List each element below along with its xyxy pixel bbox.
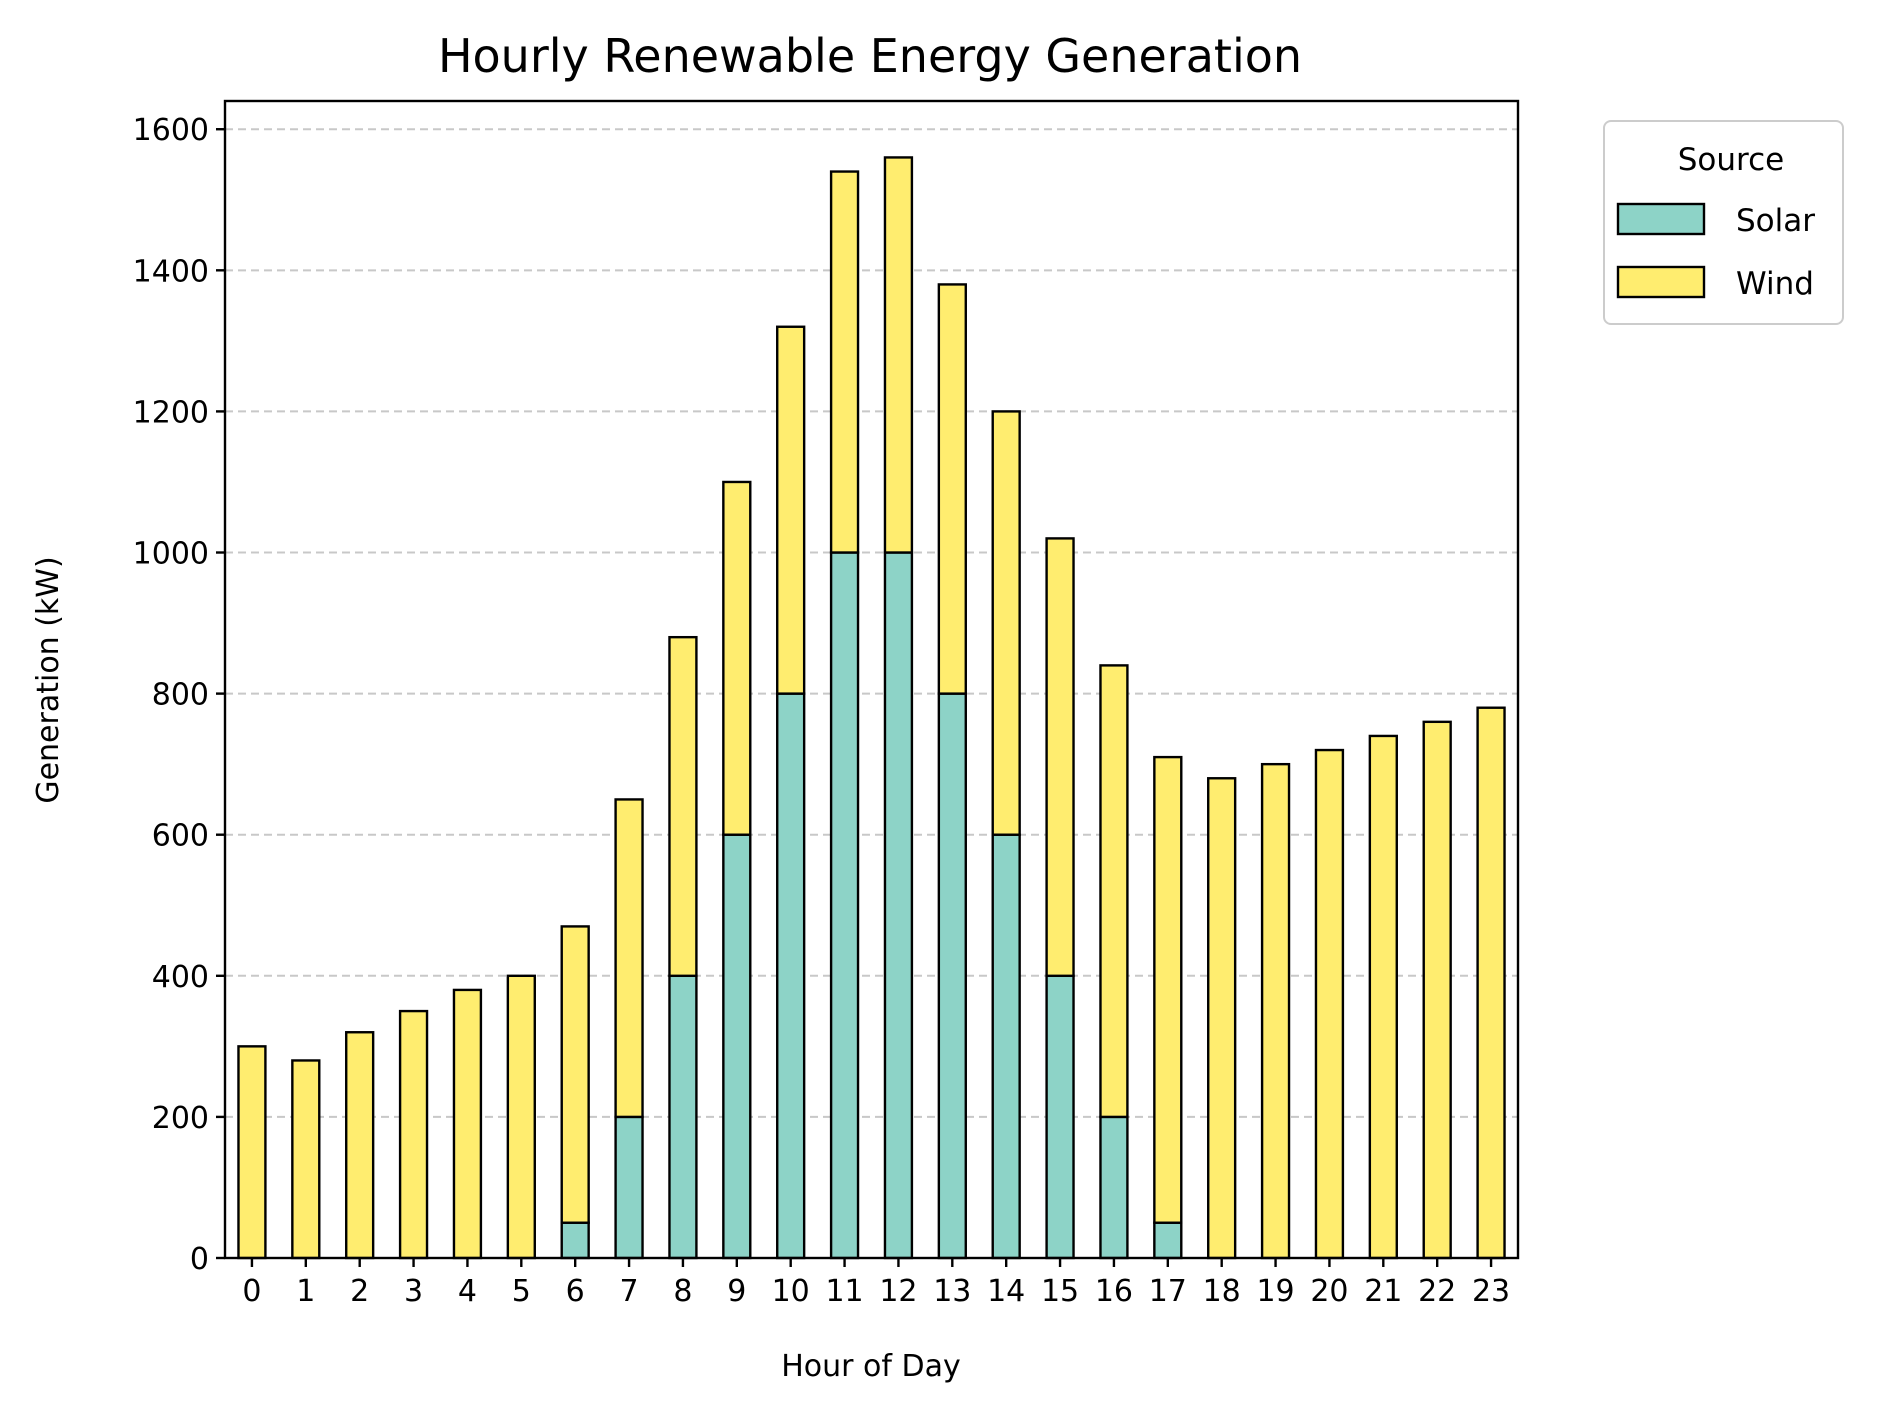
- bar-wind-3: [398, 1009, 429, 1260]
- x-tick-label: 7: [620, 1274, 639, 1309]
- y-tick-label: 200: [152, 1101, 209, 1136]
- legend-title: Source: [1678, 142, 1784, 178]
- legend-label-wind: Wind: [1736, 266, 1814, 302]
- x-axis: 0 1 2 3 4 5 6 7 8 9 10 11 12 13 14 15 16 17 18 19 20 21 22 23: [242, 1258, 1510, 1309]
- x-tick-label: 1: [296, 1274, 315, 1309]
- y-tick-label: 0: [190, 1242, 209, 1277]
- x-tick-label: 23: [1472, 1274, 1510, 1309]
- x-axis-label: Hour of Day: [781, 1349, 961, 1384]
- bar-wind-14: [991, 410, 1021, 836]
- x-tick-label: 20: [1310, 1274, 1348, 1309]
- bar-wind-1: [291, 1059, 321, 1260]
- bar-wind-11: [829, 170, 860, 554]
- y-axis: 0 200 400 600 800 1000 1200 1400 1600: [133, 113, 225, 1277]
- bar-wind-2: [345, 1031, 375, 1260]
- y-tick-label: 600: [152, 819, 209, 854]
- bar-solar-9: [722, 833, 752, 1260]
- x-tick-label: 15: [1041, 1274, 1079, 1309]
- bar-solar-6: [560, 1221, 590, 1260]
- x-tick-label: 4: [458, 1274, 477, 1309]
- bar-wind-17: [1153, 755, 1183, 1224]
- bar-solar-15: [1045, 974, 1075, 1260]
- bar-solar-8: [668, 974, 698, 1260]
- bar-wind-9: [722, 480, 752, 836]
- legend-swatch-solar: [1616, 202, 1706, 236]
- bar-solar-14: [991, 833, 1021, 1260]
- bar-wind-15: [1045, 537, 1075, 978]
- bar-wind-5: [506, 974, 536, 1260]
- bar-solar-13: [937, 692, 967, 1260]
- x-tick-label: 13: [933, 1274, 971, 1309]
- y-tick-label: 1600: [133, 113, 209, 148]
- y-tick-label: 400: [152, 960, 209, 995]
- x-tick-label: 9: [727, 1274, 746, 1309]
- x-tick-label: 5: [512, 1274, 531, 1309]
- bar-wind-4: [452, 988, 483, 1260]
- x-tick-label: 14: [987, 1274, 1025, 1309]
- bar-wind-18: [1207, 777, 1237, 1260]
- x-tick-label: 3: [404, 1274, 423, 1309]
- x-tick-label: 17: [1149, 1274, 1187, 1309]
- bar-wind-23: [1476, 706, 1506, 1260]
- x-tick-label: 2: [350, 1274, 369, 1309]
- bar-solar-16: [1099, 1115, 1129, 1260]
- x-tick-label: 8: [673, 1274, 692, 1309]
- bar-solar-12: [883, 551, 914, 1260]
- bar-solar-11: [829, 551, 860, 1260]
- bar-solar-17: [1153, 1221, 1183, 1260]
- bar-wind-10: [776, 325, 806, 695]
- bar-solar-10: [776, 692, 806, 1260]
- chart-title: Hourly Renewable Energy Generation: [438, 29, 1302, 83]
- bar-wind-0: [237, 1045, 267, 1260]
- y-tick-label: 1200: [133, 395, 209, 430]
- legend: Source Solar Wind: [1603, 120, 1844, 325]
- bar-wind-13: [937, 283, 967, 695]
- plot-frame: [223, 99, 1520, 1260]
- bar-wind-8: [668, 635, 698, 978]
- grid-lines: [225, 128, 1518, 1118]
- bar-wind-22: [1422, 720, 1452, 1260]
- y-tick-label: 1000: [133, 537, 209, 572]
- bar-wind-16: [1099, 664, 1129, 1119]
- x-tick-label: 6: [566, 1274, 585, 1309]
- bar-wind-21: [1368, 734, 1398, 1260]
- x-tick-label: 12: [879, 1274, 917, 1309]
- legend-swatch-wind: [1616, 265, 1706, 299]
- x-tick-label: 11: [825, 1274, 863, 1309]
- y-axis-label: Generation (kW): [31, 556, 66, 803]
- x-tick-label: 16: [1095, 1274, 1133, 1309]
- x-tick-label: 10: [772, 1274, 810, 1309]
- bar-wind-12: [883, 156, 914, 554]
- y-tick-label: 800: [152, 678, 209, 713]
- bar-wind-7: [614, 798, 644, 1119]
- bar-wind-6: [560, 925, 590, 1224]
- x-tick-label: 21: [1364, 1274, 1402, 1309]
- bar-wind-19: [1260, 762, 1291, 1260]
- bar-solar-7: [614, 1115, 644, 1260]
- x-tick-label: 0: [242, 1274, 261, 1309]
- legend-label-solar: Solar: [1736, 203, 1815, 239]
- x-tick-label: 22: [1418, 1274, 1456, 1309]
- bar-wind-20: [1314, 748, 1345, 1260]
- y-tick-label: 1400: [133, 254, 209, 289]
- x-tick-label: 18: [1203, 1274, 1241, 1309]
- x-tick-label: 19: [1256, 1274, 1294, 1309]
